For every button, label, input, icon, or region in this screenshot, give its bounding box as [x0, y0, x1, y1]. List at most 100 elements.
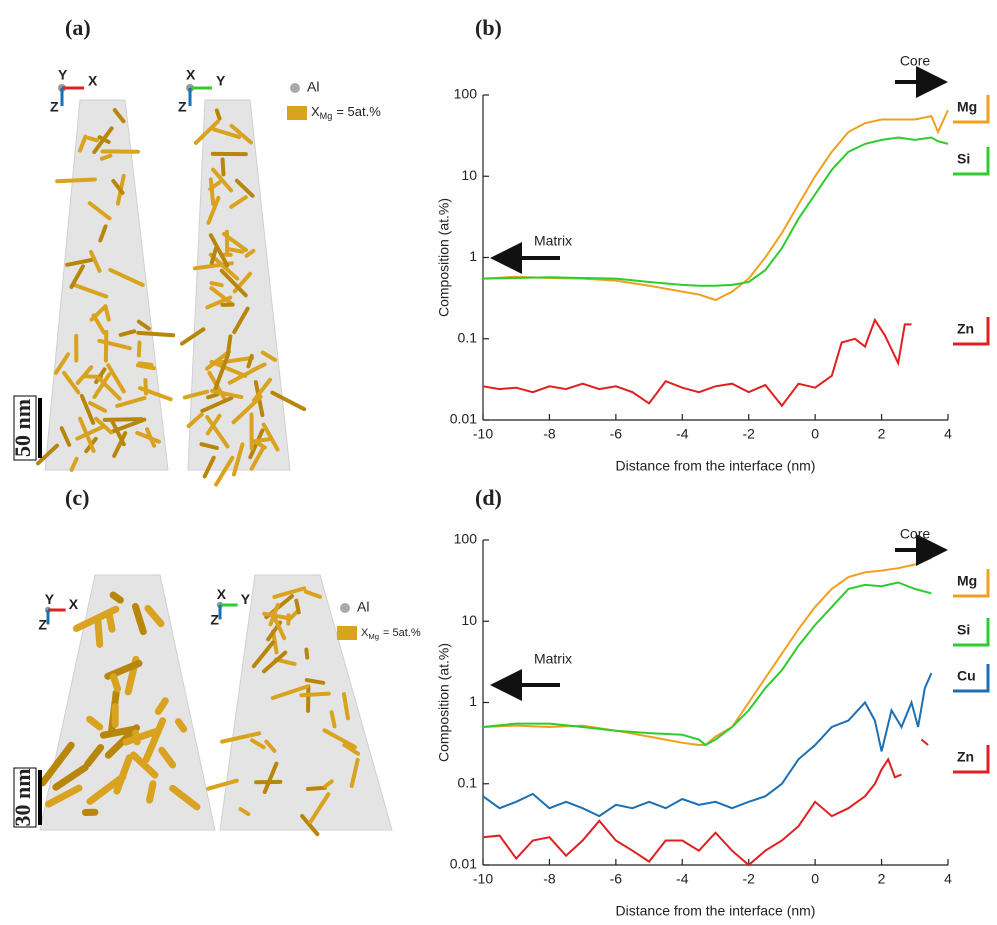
precipitate — [54, 352, 71, 375]
precipitate — [250, 437, 271, 444]
precipitate — [131, 729, 141, 746]
precipitate — [300, 814, 320, 837]
precipitate — [109, 418, 126, 447]
iso-part: X — [361, 627, 369, 639]
precipitate — [219, 268, 248, 298]
axis-label: X — [217, 586, 227, 602]
axis-label: Y — [216, 73, 226, 89]
x-tick-label: 4 — [944, 871, 952, 887]
precipitate — [146, 780, 157, 804]
x-tick-label: -10 — [473, 871, 493, 887]
annotation: Core — [900, 53, 931, 69]
iso-swatch — [337, 626, 357, 640]
precipitate — [270, 611, 287, 641]
y-tick-label: 10 — [461, 167, 477, 183]
panel-label: (a) — [65, 15, 91, 40]
precipitate — [244, 248, 256, 258]
x-tick-label: -6 — [610, 871, 623, 887]
precipitate — [52, 763, 89, 791]
iso-label: XMg = 5at.% — [361, 627, 421, 641]
precipitate — [299, 691, 331, 698]
x-tick-label: -4 — [676, 426, 689, 442]
precipitate — [270, 390, 307, 412]
precipitate — [238, 807, 251, 817]
precipitate — [251, 377, 273, 403]
precipitate — [136, 340, 142, 358]
precipitate — [205, 349, 232, 371]
precipitate — [209, 246, 218, 265]
precipitate — [341, 692, 350, 721]
precipitate — [260, 350, 278, 362]
precipitate — [208, 233, 230, 268]
precipitate — [115, 396, 147, 408]
precipitate — [305, 785, 328, 792]
precipitate — [174, 718, 188, 733]
precipitate — [270, 684, 310, 700]
precipitate — [104, 724, 141, 759]
annotation: Core — [900, 526, 931, 542]
y-tick-label: 100 — [454, 531, 478, 547]
series-line — [482, 136, 949, 287]
precipitate — [229, 123, 253, 145]
precipitate — [220, 731, 262, 744]
precipitate — [55, 177, 97, 184]
series-line — [482, 581, 932, 747]
y-tick-label: 0.1 — [458, 329, 478, 345]
precipitate — [89, 304, 108, 322]
precipitate — [88, 249, 102, 273]
precipitate — [88, 401, 108, 413]
series-label: Mg — [957, 99, 977, 115]
precipitate — [78, 134, 88, 153]
precipitate — [137, 361, 154, 367]
precipitate — [262, 761, 279, 795]
precipitate — [251, 640, 275, 669]
axis-label: Y — [45, 591, 55, 607]
precipitate — [108, 267, 145, 287]
precipitate — [211, 127, 242, 140]
precipitate — [109, 591, 124, 604]
precipitate — [98, 224, 108, 243]
y-tick-label: 0.01 — [450, 411, 477, 427]
precipitate — [249, 444, 266, 471]
x-tick-label: 0 — [811, 426, 819, 442]
precipitate — [264, 739, 277, 753]
scale-box — [13, 767, 37, 828]
iso-part: X — [311, 104, 320, 119]
al-label: Al — [357, 599, 369, 615]
x-tick-label: -2 — [742, 871, 755, 887]
y-tick-label: 1 — [469, 248, 477, 264]
precipitate — [225, 334, 233, 358]
precipitate — [92, 126, 114, 155]
series-label: Si — [957, 151, 970, 167]
y-tick-label: 10 — [461, 612, 477, 628]
precipitate — [287, 609, 299, 622]
precipitate — [94, 617, 104, 648]
precipitate — [59, 426, 72, 447]
axis-label: Z — [50, 99, 59, 115]
precipitate — [206, 392, 220, 400]
precipitate — [39, 741, 75, 787]
precipitate — [87, 201, 112, 221]
precipitate — [200, 396, 234, 413]
axis-label: Y — [58, 67, 68, 83]
precipitate — [69, 456, 79, 472]
precipitate — [131, 602, 147, 636]
series-label: Zn — [957, 749, 974, 765]
annotation: Matrix — [534, 651, 572, 667]
axis-label: Z — [38, 617, 47, 633]
precipitate — [144, 604, 165, 628]
scale-label: 50 nm — [10, 399, 35, 457]
series-label-frame — [953, 569, 990, 598]
series-label-frame — [953, 147, 990, 176]
x-tick-label: -8 — [543, 871, 556, 887]
precipitate — [145, 427, 157, 448]
precipitate — [109, 672, 122, 693]
precipitate — [221, 231, 248, 252]
series-label-frame — [953, 317, 990, 346]
al-label: Al — [307, 79, 319, 95]
series-label: Zn — [957, 321, 974, 337]
precipitate — [231, 442, 245, 477]
precipitate — [112, 431, 128, 458]
panel-label: (c) — [65, 485, 89, 510]
